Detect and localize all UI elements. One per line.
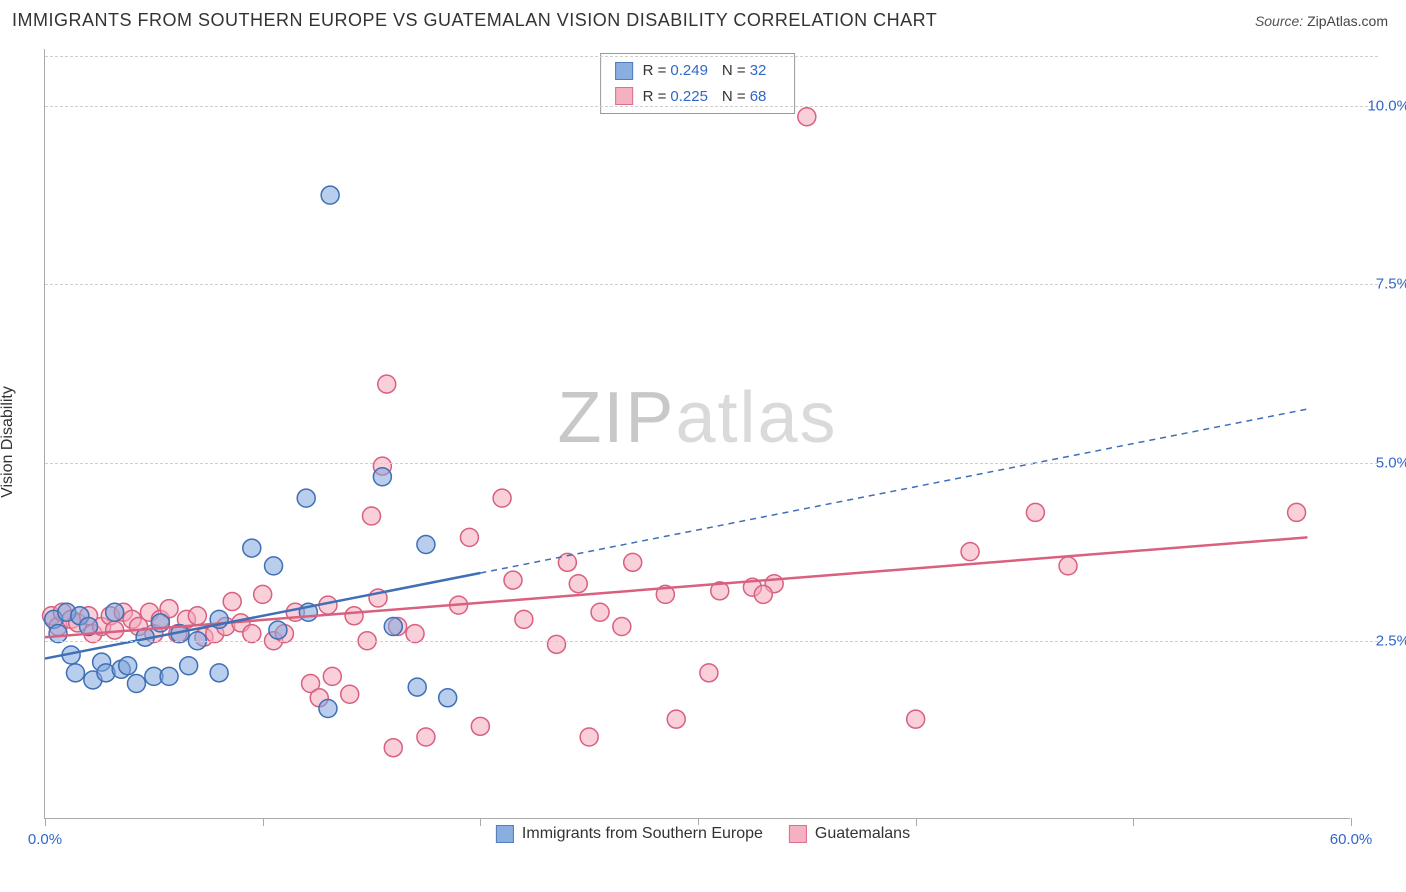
data-point (961, 543, 979, 561)
data-point (408, 678, 426, 696)
chart-source: Source: ZipAtlas.com (1255, 13, 1388, 29)
data-point (160, 667, 178, 685)
x-tick (263, 818, 264, 826)
gridline (45, 106, 1378, 107)
data-point (907, 710, 925, 728)
source-label: Source: (1255, 13, 1303, 29)
y-tick-label: 10.0% (1367, 98, 1406, 115)
r-value-pink: 0.225 (670, 88, 708, 105)
n-value-blue: 32 (750, 62, 767, 79)
data-point (66, 664, 84, 682)
x-tick-label: 60.0% (1330, 831, 1373, 848)
data-point (341, 685, 359, 703)
data-point (493, 489, 511, 507)
series-legend: Immigrants from Southern Europe Guatemal… (490, 825, 916, 843)
data-point (613, 618, 631, 636)
chart-container: Vision Disability ZIPatlas R =0.249N =32… (0, 37, 1406, 847)
chart-header: IMMIGRANTS FROM SOUTHERN EUROPE VS GUATE… (0, 0, 1406, 37)
data-point (323, 667, 341, 685)
data-point (297, 489, 315, 507)
data-point (243, 539, 261, 557)
data-point (384, 739, 402, 757)
r-label: R = (643, 88, 667, 105)
gridline (45, 463, 1378, 464)
data-point (363, 507, 381, 525)
data-point (384, 618, 402, 636)
gridline (45, 641, 1378, 642)
data-point (373, 468, 391, 486)
x-tick (480, 818, 481, 826)
data-point (254, 585, 272, 603)
x-tick (1351, 818, 1352, 826)
legend-swatch-blue (496, 825, 514, 843)
data-point (210, 664, 228, 682)
data-point (1026, 503, 1044, 521)
gridline (45, 56, 1378, 57)
data-point (1288, 503, 1306, 521)
data-point (439, 689, 457, 707)
data-point (504, 571, 522, 589)
swatch-pink (615, 87, 633, 105)
y-axis-label: Vision Disability (0, 386, 17, 498)
data-point (667, 710, 685, 728)
n-value-pink: 68 (750, 88, 767, 105)
x-tick (45, 818, 46, 826)
x-tick (1133, 818, 1134, 826)
data-point (417, 728, 435, 746)
y-tick-label: 2.5% (1376, 632, 1406, 649)
data-point (460, 528, 478, 546)
legend-item-pink: Guatemalans (789, 825, 910, 843)
data-point (265, 557, 283, 575)
r-label: R = (643, 62, 667, 79)
data-point (119, 657, 137, 675)
data-point (223, 593, 241, 611)
data-point (515, 610, 533, 628)
data-point (591, 603, 609, 621)
data-point (580, 728, 598, 746)
plot-svg (45, 49, 1350, 818)
data-point (798, 108, 816, 126)
data-point (569, 575, 587, 593)
chart-title: IMMIGRANTS FROM SOUTHERN EUROPE VS GUATE… (12, 10, 937, 31)
n-label: N = (722, 88, 746, 105)
data-point (548, 635, 566, 653)
plot-area: ZIPatlas R =0.249N =32 R =0.225N =68 2.5… (44, 49, 1350, 819)
gridline (45, 284, 1378, 285)
source-value: ZipAtlas.com (1307, 13, 1388, 29)
x-tick-label: 0.0% (28, 831, 62, 848)
correlation-row-blue: R =0.249 N =32 (615, 58, 781, 84)
y-tick-label: 7.5% (1376, 276, 1406, 293)
data-point (378, 375, 396, 393)
data-point (188, 607, 206, 625)
swatch-blue (615, 62, 633, 80)
data-point (754, 585, 772, 603)
data-point (127, 675, 145, 693)
r-value-blue: 0.249 (670, 62, 708, 79)
legend-swatch-pink (789, 825, 807, 843)
data-point (345, 607, 363, 625)
data-point (269, 621, 287, 639)
data-point (471, 717, 489, 735)
legend-label-pink: Guatemalans (815, 825, 910, 843)
n-label: N = (722, 62, 746, 79)
correlation-legend: R =0.249 N =32 R =0.225 N =68 (600, 53, 796, 114)
data-point (417, 536, 435, 554)
data-point (624, 553, 642, 571)
data-point (180, 657, 198, 675)
legend-label-blue: Immigrants from Southern Europe (522, 825, 763, 843)
legend-item-blue: Immigrants from Southern Europe (496, 825, 763, 843)
data-point (321, 186, 339, 204)
data-point (106, 603, 124, 621)
y-tick-label: 5.0% (1376, 454, 1406, 471)
data-point (319, 699, 337, 717)
data-point (700, 664, 718, 682)
data-point (1059, 557, 1077, 575)
